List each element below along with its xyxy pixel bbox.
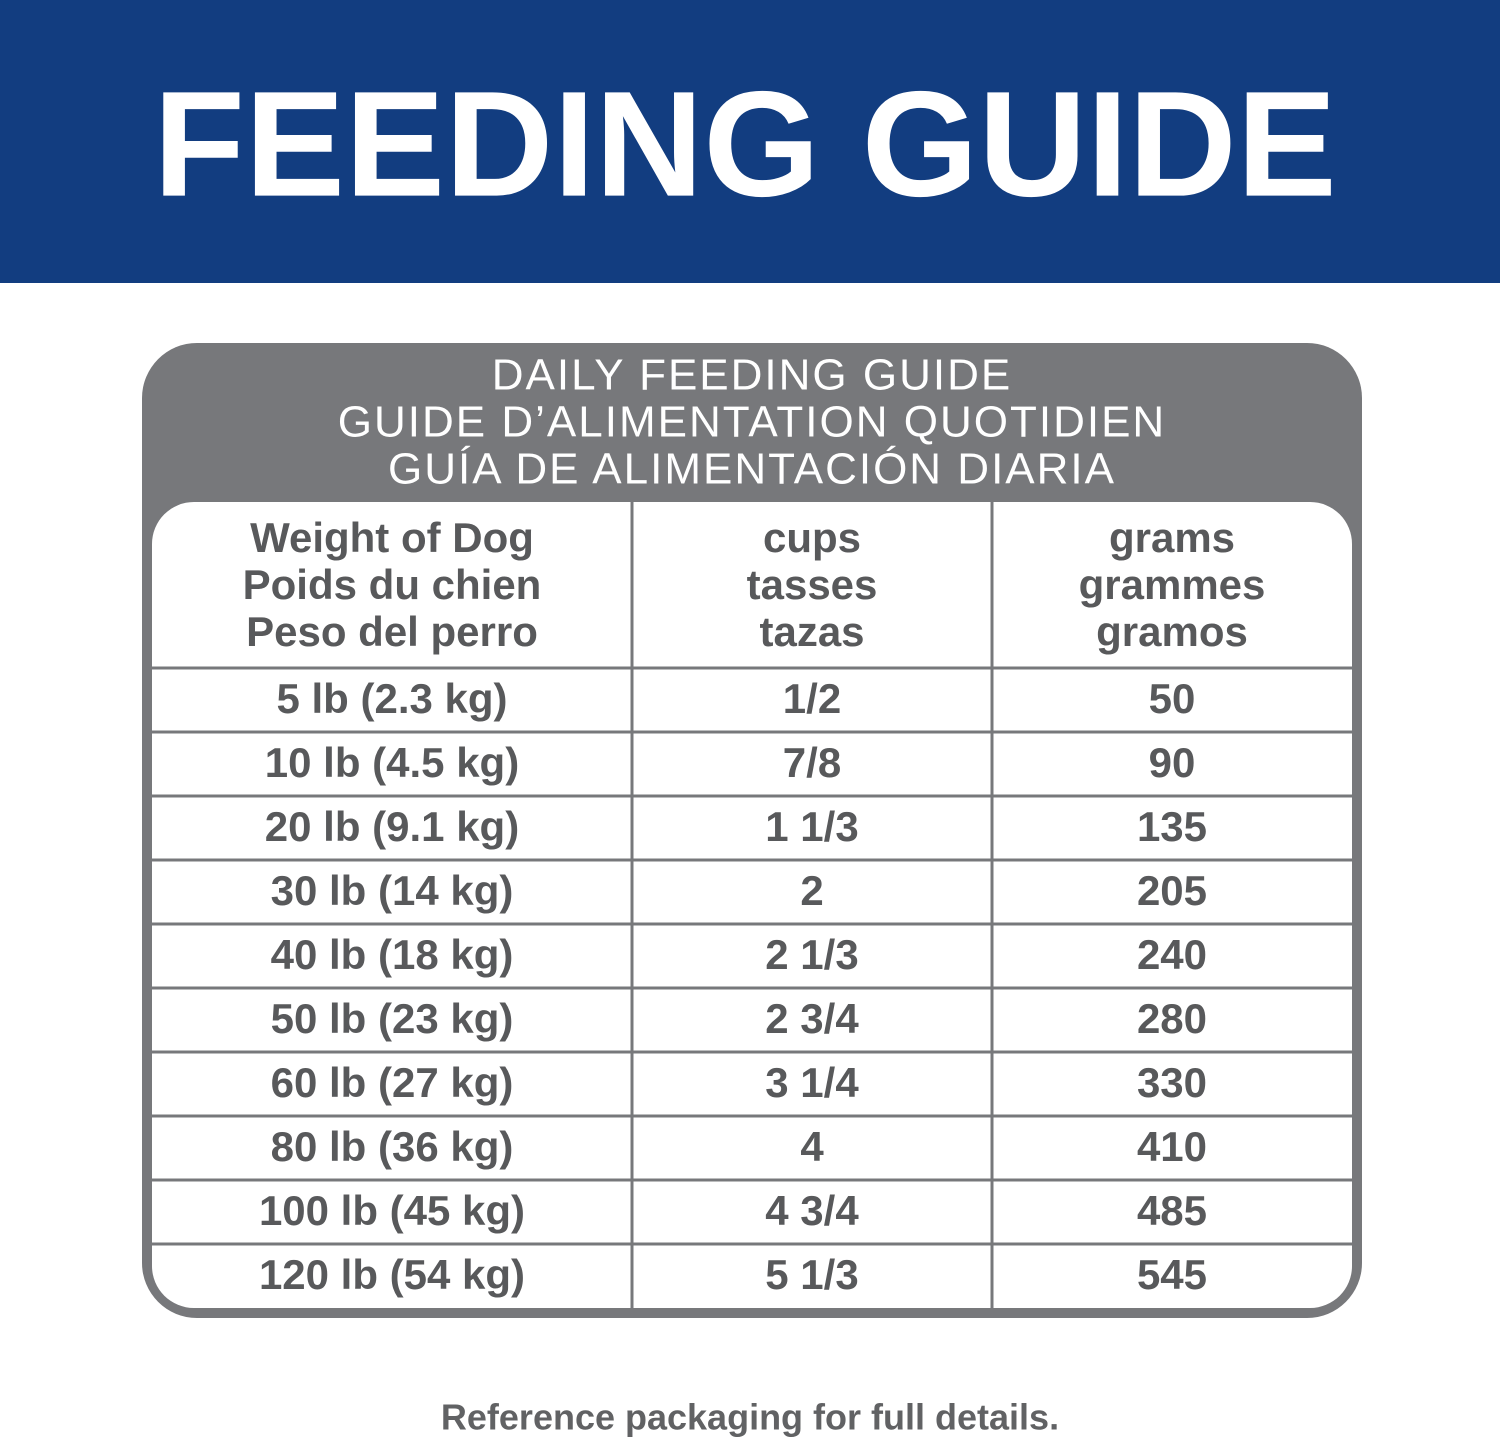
table-cell: 3 1/4 bbox=[765, 1059, 859, 1106]
header-banner bbox=[0, 0, 1500, 283]
table-cell: 5 1/3 bbox=[765, 1251, 858, 1298]
column-header: cups bbox=[763, 514, 861, 561]
table-cell: 2 bbox=[800, 867, 823, 914]
table-cell: 120 lb (54 kg) bbox=[259, 1251, 525, 1298]
table-cell: 410 bbox=[1137, 1123, 1207, 1170]
table-cell: 205 bbox=[1137, 867, 1207, 914]
table-cell: 30 lb (14 kg) bbox=[271, 867, 514, 914]
table-cell: 80 lb (36 kg) bbox=[271, 1123, 514, 1170]
table-cell: 50 bbox=[1149, 675, 1196, 722]
table-cell: 1/2 bbox=[783, 675, 841, 722]
table-cell: 100 lb (45 kg) bbox=[259, 1187, 525, 1234]
table-cell: 280 bbox=[1137, 995, 1207, 1042]
table-cell: 7/8 bbox=[783, 739, 841, 786]
table-body bbox=[152, 502, 1352, 1308]
table-cell: 20 lb (9.1 kg) bbox=[265, 803, 519, 850]
table-title-line: GUÍA DE ALIMENTACIÓN DIARIA bbox=[388, 445, 1116, 494]
table-cell: 40 lb (18 kg) bbox=[271, 931, 514, 978]
table-title-line: GUIDE D’ALIMENTATION QUOTIDIEN bbox=[338, 398, 1166, 447]
table-cell: 2 1/3 bbox=[765, 931, 858, 978]
footer-note: Reference packaging for full details. bbox=[441, 1397, 1059, 1438]
column-header: tazas bbox=[759, 608, 864, 655]
column-header: grammes bbox=[1079, 561, 1266, 608]
table-cell: 5 lb (2.3 kg) bbox=[276, 675, 507, 722]
table-cell: 135 bbox=[1137, 803, 1207, 850]
column-header: grams bbox=[1109, 514, 1235, 561]
table-title-line: DAILY FEEDING GUIDE bbox=[492, 351, 1012, 400]
column-header: tasses bbox=[747, 561, 878, 608]
table-cell: 4 3/4 bbox=[765, 1187, 859, 1234]
table-cell: 240 bbox=[1137, 931, 1207, 978]
column-header: gramos bbox=[1096, 608, 1248, 655]
column-header: Poids du chien bbox=[243, 561, 542, 608]
column-header: Weight of Dog bbox=[250, 514, 534, 561]
table-cell: 90 bbox=[1149, 739, 1196, 786]
page-title: FEEDING GUIDE bbox=[153, 60, 1336, 228]
table-cell: 330 bbox=[1137, 1059, 1207, 1106]
table-cell: 545 bbox=[1137, 1251, 1207, 1298]
table-cell: 1 1/3 bbox=[765, 803, 858, 850]
table-cell: 4 bbox=[800, 1123, 824, 1170]
table-cell: 485 bbox=[1137, 1187, 1207, 1234]
table-cell: 10 lb (4.5 kg) bbox=[265, 739, 519, 786]
table-cell: 50 lb (23 kg) bbox=[271, 995, 514, 1042]
table-cell: 60 lb (27 kg) bbox=[271, 1059, 514, 1106]
column-header: Peso del perro bbox=[246, 608, 538, 655]
table-cell: 2 3/4 bbox=[765, 995, 859, 1042]
